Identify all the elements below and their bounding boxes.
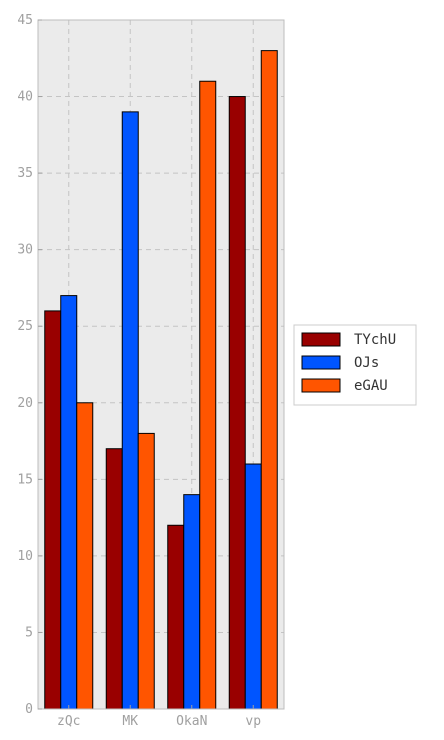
legend-label-TYchU: TYchU: [354, 332, 396, 348]
y-tick-label: 35: [17, 166, 33, 181]
x-tick-label: vp: [245, 714, 261, 729]
bar-TYchU-MK: [105, 448, 123, 710]
y-tick-label: 10: [17, 549, 33, 564]
legend: TYchU OJs eGAU: [293, 324, 417, 406]
y-tick-label: 15: [17, 472, 33, 487]
y-tick-label: 25: [17, 319, 33, 334]
bar-eGAU-OkaN: [199, 80, 217, 710]
y-tick-label: 20: [17, 396, 33, 411]
x-tick-label: MK: [122, 714, 138, 729]
y-tick-label: 45: [17, 13, 33, 28]
bar-eGAU-zQc: [76, 402, 94, 710]
bars: [44, 50, 278, 710]
legend-label-OJs: OJs: [354, 355, 379, 371]
legend-label-eGAU: eGAU: [354, 378, 388, 394]
bar-TYchU-vp: [228, 96, 246, 710]
bar-OJs-OkaN: [183, 494, 201, 710]
y-tick-label: 5: [25, 625, 33, 640]
y-tick-label: 40: [17, 90, 33, 105]
bar-eGAU-MK: [137, 432, 155, 710]
x-axis: zQc MK OkaN vp: [57, 705, 261, 729]
bar-OJs-vp: [244, 463, 262, 710]
y-tick-label: 0: [25, 702, 33, 717]
y-axis: 0 5 10 15 20 25 30 35 40 45: [17, 13, 42, 717]
plot-frame: [37, 19, 285, 710]
bar-TYchU-OkaN: [167, 524, 185, 710]
bar-eGAU-vp: [260, 50, 278, 710]
bar-OJs-zQc: [60, 295, 78, 710]
x-tick-label: zQc: [57, 714, 80, 729]
legend-swatch-TYchU: [301, 332, 341, 347]
bar-TYchU-zQc: [44, 310, 62, 710]
y-tick-label: 30: [17, 243, 33, 258]
x-tick-label: OkaN: [176, 714, 207, 729]
legend-swatch-OJs: [301, 355, 341, 370]
bar-OJs-MK: [121, 111, 139, 710]
legend-swatch-eGAU: [301, 378, 341, 393]
